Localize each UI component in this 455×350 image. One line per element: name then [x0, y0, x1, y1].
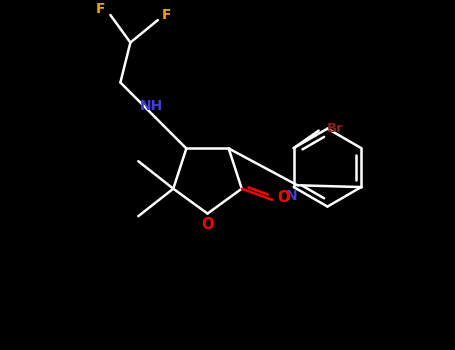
Text: Br: Br: [326, 121, 343, 135]
Text: F: F: [162, 8, 172, 22]
Text: NH: NH: [140, 99, 163, 113]
Text: O: O: [277, 190, 289, 205]
Text: F: F: [96, 2, 105, 16]
Text: O: O: [201, 217, 214, 232]
Text: N: N: [285, 189, 297, 203]
